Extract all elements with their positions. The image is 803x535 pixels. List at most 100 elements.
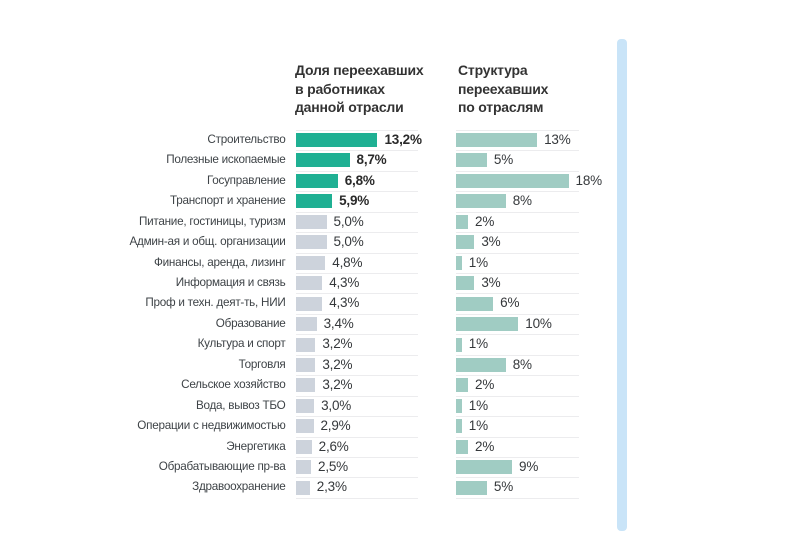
left-chart-title-line: в работниках	[295, 80, 385, 97]
category-label: Энергетика	[226, 439, 286, 453]
row-separator	[295, 272, 418, 274]
structure-value-label: 8%	[512, 356, 532, 372]
share-value-label: 3,4%	[323, 315, 354, 331]
structure-value-label: 1%	[468, 397, 488, 413]
structure-bar	[455, 317, 519, 332]
left-chart-title-line: Доля переехавших	[295, 62, 424, 78]
category-label: Строительство	[207, 132, 286, 146]
share-bar	[295, 378, 316, 393]
row-separator	[455, 375, 579, 377]
structure-bar	[455, 398, 462, 413]
share-bar	[295, 357, 316, 372]
share-value-label: 3,2%	[322, 377, 353, 393]
structure-value-label: 18%	[575, 172, 603, 188]
share-value-label: 5,0%	[333, 234, 364, 250]
row-separator	[295, 354, 418, 356]
structure-value-label: 10%	[525, 315, 552, 331]
category-label: Полезные ископаемые	[166, 153, 286, 167]
row-separator	[455, 191, 579, 193]
structure-value-label: 3%	[481, 234, 501, 250]
share-bar	[295, 317, 317, 332]
row-separator	[295, 416, 418, 418]
row-separator	[295, 313, 418, 315]
share-bar	[295, 194, 333, 209]
row-separator	[455, 272, 579, 274]
structure-bar	[455, 296, 494, 311]
category-label: Здравоохранение	[192, 480, 286, 494]
row-separator	[295, 211, 418, 213]
category-label: Образование	[215, 316, 286, 330]
category-label: Вода, вывоз ТБО	[195, 398, 286, 412]
row-separator	[295, 457, 418, 458]
row-separator	[295, 293, 418, 295]
row-separator	[455, 150, 579, 152]
share-bar	[295, 439, 312, 454]
row-separator	[455, 170, 579, 172]
row-separator	[295, 436, 418, 438]
row-separator	[455, 436, 579, 438]
share-value-label: 4,3%	[329, 274, 360, 290]
row-separator	[295, 375, 418, 377]
share-bar	[295, 255, 326, 270]
row-separator	[455, 252, 579, 254]
structure-bar	[455, 480, 487, 495]
row-separator	[455, 232, 579, 234]
row-separator	[295, 395, 418, 397]
share-value-label: 2,6%	[318, 438, 349, 454]
category-label: Операции с недвижимостью	[137, 419, 286, 433]
structure-bar	[455, 439, 469, 454]
share-value-label: 2,5%	[318, 459, 348, 474]
share-value-label: 2,9%	[320, 418, 351, 434]
row-separator	[295, 477, 418, 479]
category-label: Культура и спорт	[197, 337, 286, 351]
row-separator	[295, 170, 418, 172]
share-value-label: 4,3%	[329, 295, 360, 311]
structure-bar	[455, 173, 569, 188]
category-label: Госуправление	[206, 173, 286, 187]
left-chart-title-line: данной отрасли	[295, 99, 404, 115]
row-separator	[295, 334, 418, 336]
share-bar	[295, 480, 310, 495]
share-value-label: 13,2%	[384, 131, 422, 147]
row-separator	[455, 395, 579, 397]
row-separator	[455, 477, 579, 479]
share-bar	[295, 133, 378, 147]
category-label: Финансы, аренда, лизинг	[153, 255, 286, 269]
structure-bar	[455, 460, 513, 475]
right-chart-title: Структура переехавших по отраслям	[458, 61, 548, 117]
category-label: Информация и связь	[175, 275, 286, 289]
category-label: Торговля	[238, 357, 286, 371]
share-value-label: 2,3%	[316, 479, 347, 495]
category-label: Админ-ая и общ. организации	[129, 235, 286, 249]
category-label: Проф и техн. деят-ть, НИИ	[145, 296, 286, 310]
row-separator	[295, 129, 418, 131]
row-separator	[455, 416, 579, 418]
row-separator	[455, 354, 579, 356]
structure-value-label: 8%	[512, 193, 532, 209]
share-value-label: 6,8%	[344, 172, 375, 188]
row-separator	[455, 211, 579, 213]
right-chart-title-line: переехавших	[458, 80, 549, 97]
share-value-label: 5,9%	[339, 193, 370, 209]
share-bar	[295, 460, 312, 475]
structure-bar	[455, 194, 506, 209]
row-separator	[295, 232, 418, 234]
share-value-label: 8,7%	[356, 152, 387, 168]
share-value-label: 3,2%	[322, 356, 353, 372]
share-bar	[295, 173, 338, 188]
row-separator	[295, 150, 418, 152]
structure-bar	[455, 337, 462, 352]
share-value-label: 4,8%	[332, 254, 363, 270]
structure-value-label: 3%	[481, 274, 501, 290]
row-separator	[455, 293, 579, 295]
structure-bar	[455, 276, 475, 291]
structure-bar	[455, 153, 487, 168]
structure-value-label: 9%	[519, 459, 539, 474]
structure-value-label: 13%	[544, 131, 571, 147]
share-bar	[295, 337, 316, 352]
structure-bar	[455, 357, 506, 372]
category-label: Сельское хозяйство	[181, 378, 286, 392]
structure-bar	[455, 235, 475, 250]
structure-bar	[455, 214, 469, 229]
